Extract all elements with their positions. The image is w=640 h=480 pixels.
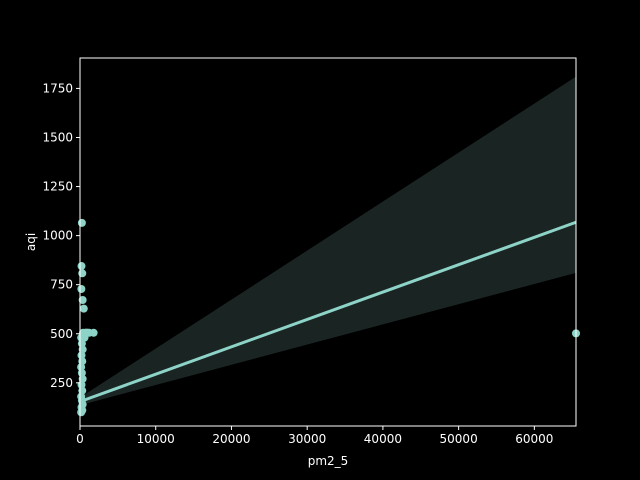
x-axis-label: pm2_5 [308, 454, 349, 468]
y-tick-label: 250 [50, 376, 73, 390]
data-point [77, 408, 86, 417]
data-point [78, 295, 87, 304]
plot-frame [79, 57, 577, 427]
y-tick-label: 1750 [42, 81, 73, 95]
y-tick-label: 750 [50, 278, 73, 292]
data-point [78, 269, 87, 278]
regression-line-layer [82, 220, 577, 402]
x-tick-label: 60000 [515, 432, 553, 446]
y-axis-ticks: 250 500 750 1000 1250 1500 1750 [42, 81, 80, 390]
regression-line [82, 220, 577, 402]
x-tick-label: 50000 [440, 432, 478, 446]
y-tick-label: 1000 [42, 229, 73, 243]
y-tick-label: 1500 [42, 130, 73, 144]
x-tick-label: 0 [76, 432, 84, 446]
y-axis-label: aqi [24, 233, 38, 251]
x-tick-label: 10000 [137, 432, 175, 446]
x-tick-label: 20000 [212, 432, 250, 446]
y-tick-label: 500 [50, 327, 73, 341]
x-tick-label: 30000 [288, 432, 326, 446]
data-point [77, 262, 86, 271]
data-point [83, 328, 92, 337]
confidence-band-layer [83, 76, 577, 405]
x-axis-ticks: 0 10000 20000 30000 40000 50000 60000 [76, 426, 553, 446]
x-tick-label: 40000 [364, 432, 402, 446]
data-point [77, 363, 86, 372]
data-point [77, 285, 86, 294]
confidence-band [83, 76, 577, 405]
data-point [77, 218, 86, 227]
y-tick-label: 1250 [42, 180, 73, 194]
data-point [79, 304, 88, 313]
data-point [89, 328, 98, 337]
